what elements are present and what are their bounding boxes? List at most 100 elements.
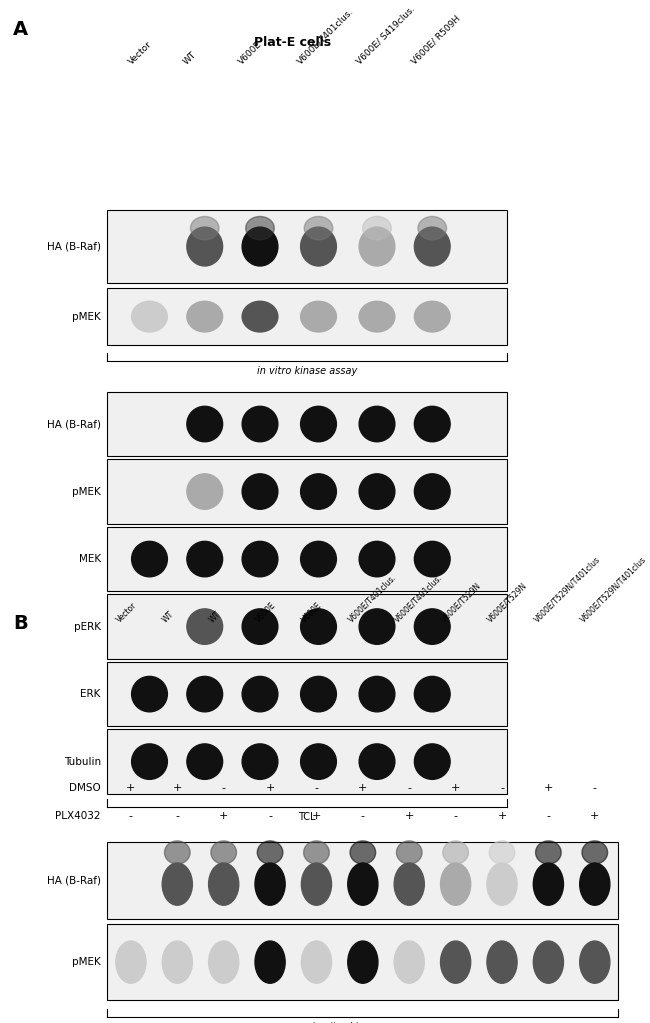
Ellipse shape bbox=[301, 406, 337, 442]
Ellipse shape bbox=[257, 841, 283, 864]
Text: V600E/T401clus.: V600E/T401clus. bbox=[393, 573, 445, 624]
Ellipse shape bbox=[533, 863, 564, 905]
Text: +: + bbox=[126, 783, 136, 793]
Text: HA (B-Raf): HA (B-Raf) bbox=[47, 241, 101, 252]
Text: pERK: pERK bbox=[73, 622, 101, 631]
Text: B: B bbox=[13, 614, 28, 633]
Ellipse shape bbox=[242, 406, 278, 442]
Ellipse shape bbox=[580, 863, 610, 905]
Ellipse shape bbox=[580, 941, 610, 983]
Text: V600E/T401clus.: V600E/T401clus. bbox=[346, 573, 398, 624]
Ellipse shape bbox=[187, 744, 222, 780]
Text: -: - bbox=[361, 811, 365, 821]
Ellipse shape bbox=[443, 841, 469, 864]
Bar bbox=[107, 210, 507, 283]
Ellipse shape bbox=[359, 301, 395, 332]
Text: Vector: Vector bbox=[115, 601, 138, 624]
Ellipse shape bbox=[209, 863, 239, 905]
Text: -: - bbox=[500, 783, 504, 793]
Text: -: - bbox=[315, 783, 318, 793]
Text: PLX4032: PLX4032 bbox=[55, 811, 101, 821]
Text: V600E/ S419clus.: V600E/ S419clus. bbox=[354, 4, 417, 66]
Text: WT: WT bbox=[207, 609, 222, 624]
Text: Tubulin: Tubulin bbox=[64, 757, 101, 766]
Ellipse shape bbox=[415, 676, 450, 712]
Ellipse shape bbox=[187, 609, 222, 644]
Text: TCL: TCL bbox=[298, 812, 316, 822]
Ellipse shape bbox=[187, 406, 222, 442]
Text: -: - bbox=[268, 811, 272, 821]
Text: +: + bbox=[312, 811, 321, 821]
Ellipse shape bbox=[441, 863, 471, 905]
Text: A: A bbox=[13, 20, 28, 40]
Ellipse shape bbox=[301, 744, 337, 780]
Ellipse shape bbox=[359, 744, 395, 780]
Ellipse shape bbox=[394, 941, 424, 983]
Text: +: + bbox=[219, 811, 228, 821]
Text: V600E/T529N/T401clus: V600E/T529N/T401clus bbox=[578, 554, 648, 624]
Ellipse shape bbox=[242, 474, 278, 509]
Ellipse shape bbox=[301, 541, 337, 577]
Bar bbox=[107, 729, 507, 794]
Ellipse shape bbox=[162, 941, 192, 983]
Bar bbox=[107, 459, 507, 524]
Text: +: + bbox=[590, 811, 599, 821]
Text: +: + bbox=[358, 783, 367, 793]
Bar bbox=[107, 924, 618, 1000]
Ellipse shape bbox=[415, 541, 450, 577]
Ellipse shape bbox=[487, 941, 517, 983]
Ellipse shape bbox=[242, 301, 278, 332]
Ellipse shape bbox=[350, 841, 376, 864]
Text: V600E/ R509H: V600E/ R509H bbox=[410, 14, 462, 66]
Ellipse shape bbox=[348, 863, 378, 905]
Ellipse shape bbox=[415, 406, 450, 442]
Ellipse shape bbox=[415, 474, 450, 509]
Ellipse shape bbox=[162, 863, 192, 905]
Text: V600E: V600E bbox=[300, 601, 324, 624]
Text: V600E: V600E bbox=[254, 601, 278, 624]
Ellipse shape bbox=[301, 676, 337, 712]
Ellipse shape bbox=[359, 609, 395, 644]
Text: -: - bbox=[454, 811, 458, 821]
Ellipse shape bbox=[164, 841, 190, 864]
Text: V600E/T529N: V600E/T529N bbox=[439, 581, 483, 624]
Ellipse shape bbox=[301, 609, 337, 644]
Text: -: - bbox=[129, 811, 133, 821]
Bar bbox=[107, 392, 507, 456]
Ellipse shape bbox=[242, 541, 278, 577]
Text: in vitro kinase assay: in vitro kinase assay bbox=[312, 1022, 413, 1023]
Ellipse shape bbox=[211, 841, 237, 864]
Ellipse shape bbox=[209, 941, 239, 983]
Ellipse shape bbox=[187, 227, 222, 266]
Ellipse shape bbox=[131, 301, 168, 332]
Ellipse shape bbox=[359, 676, 395, 712]
Ellipse shape bbox=[304, 217, 333, 239]
Text: V600E: V600E bbox=[237, 40, 265, 66]
Text: +: + bbox=[451, 783, 460, 793]
Text: pMEK: pMEK bbox=[72, 487, 101, 496]
Text: -: - bbox=[408, 783, 411, 793]
Text: WT: WT bbox=[161, 609, 176, 624]
Ellipse shape bbox=[187, 301, 222, 332]
Text: +: + bbox=[497, 811, 507, 821]
Text: ERK: ERK bbox=[81, 690, 101, 699]
Ellipse shape bbox=[415, 227, 450, 266]
Text: pMEK: pMEK bbox=[72, 958, 101, 967]
Ellipse shape bbox=[242, 676, 278, 712]
Text: in vitro kinase assay: in vitro kinase assay bbox=[257, 366, 358, 376]
Text: Vector: Vector bbox=[127, 40, 153, 66]
Ellipse shape bbox=[131, 676, 168, 712]
Text: +: + bbox=[543, 783, 553, 793]
Ellipse shape bbox=[348, 941, 378, 983]
Text: V600E/T401clus.: V600E/T401clus. bbox=[296, 7, 356, 66]
Ellipse shape bbox=[359, 474, 395, 509]
Ellipse shape bbox=[536, 841, 561, 864]
Text: -: - bbox=[222, 783, 226, 793]
Ellipse shape bbox=[187, 474, 222, 509]
Ellipse shape bbox=[396, 841, 422, 864]
Ellipse shape bbox=[187, 541, 222, 577]
Ellipse shape bbox=[116, 941, 146, 983]
Ellipse shape bbox=[359, 406, 395, 442]
Ellipse shape bbox=[242, 227, 278, 266]
Ellipse shape bbox=[441, 941, 471, 983]
